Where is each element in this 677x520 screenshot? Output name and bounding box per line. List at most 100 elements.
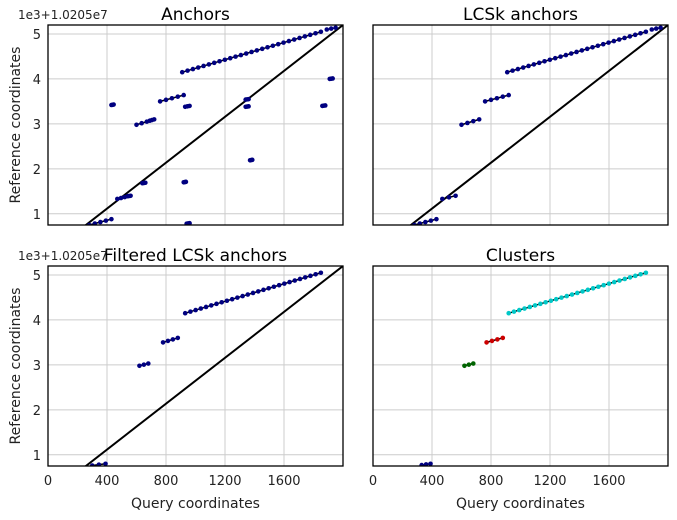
anchor-point (128, 193, 133, 199)
anchor-point (616, 37, 622, 42)
anchor-point (506, 92, 512, 98)
anchor-point (323, 103, 328, 108)
anchor-point (233, 54, 238, 59)
anchor-point (511, 309, 517, 314)
anchor-point (250, 290, 256, 296)
anchor-point (495, 337, 500, 342)
anchor-point (563, 52, 569, 58)
x-tick-label: 0 (44, 474, 52, 489)
anchor-point (476, 117, 482, 122)
anchor-point (141, 362, 147, 367)
anchor-point (423, 219, 428, 225)
segment-line (162, 337, 179, 344)
anchor-point (595, 43, 601, 49)
anchor-point (307, 32, 313, 38)
anchor-point (471, 118, 476, 124)
anchor-point (465, 120, 470, 126)
y-tick-label: 1 (33, 449, 41, 464)
anchor-point (175, 335, 181, 341)
anchor-point (617, 278, 622, 283)
anchor-point (538, 301, 543, 307)
anchor-point (195, 65, 201, 70)
anchor-point (569, 292, 575, 297)
anchor-point (227, 55, 233, 61)
anchor-point (585, 287, 591, 293)
anchor-point (543, 300, 548, 305)
anchor-point (235, 295, 240, 300)
anchor-point (532, 303, 538, 308)
anchor-point (536, 60, 542, 66)
anchor-point (187, 103, 192, 109)
x-tick-label: 1200 (208, 474, 241, 489)
anchor-point (531, 62, 537, 67)
anchor-point (484, 340, 489, 345)
anchor-point (292, 278, 298, 283)
anchor-point (584, 46, 590, 52)
x-tick-label: 400 (420, 474, 445, 489)
y-tick-label: 5 (33, 28, 41, 43)
anchor-point (109, 216, 114, 222)
x-axis-label: Query coordinates (131, 496, 260, 512)
anchor-point (103, 461, 108, 466)
anchor-point (249, 157, 255, 163)
anchor-point (175, 94, 181, 99)
anchor-point (188, 309, 193, 314)
anchor-point (187, 220, 192, 225)
anchor-point (302, 34, 308, 39)
anchor-point (548, 298, 554, 304)
anchor-point (118, 195, 124, 201)
panel-title: LCSk anchors (463, 5, 578, 25)
anchor-point (134, 122, 139, 128)
anchor-point (494, 95, 500, 101)
anchor-point (658, 25, 663, 30)
anchor-point (219, 300, 225, 305)
anchor-point (92, 221, 98, 225)
plot-area (409, 25, 668, 225)
anchor-point (632, 32, 638, 38)
anchor-point (275, 41, 281, 47)
y-tick-label: 3 (33, 359, 41, 374)
anchor-point (246, 96, 251, 102)
anchor-point (462, 363, 467, 369)
anchor-point (638, 271, 643, 277)
anchor-point (291, 37, 297, 42)
anchor-point (440, 196, 445, 202)
anchor-point (157, 99, 163, 104)
anchor-point (208, 303, 214, 308)
anchor-point (526, 63, 531, 69)
anchor-point (606, 40, 611, 45)
anchor-point (139, 120, 144, 126)
x-axis-label: Query coordinates (456, 496, 585, 512)
anchor-point (627, 34, 633, 39)
anchor-point (111, 102, 116, 107)
anchor-point (308, 273, 313, 279)
anchor-point (179, 69, 185, 75)
anchor-point (103, 218, 109, 223)
anchor-point (98, 219, 103, 225)
anchor-point (419, 462, 424, 466)
anchor-point (271, 284, 277, 290)
x-tick-label: 400 (95, 474, 120, 489)
anchor-point (506, 310, 512, 316)
diagonal-line (84, 25, 343, 225)
anchor-point (552, 55, 558, 61)
anchor-point (596, 284, 601, 290)
anchor-point (627, 275, 633, 280)
anchor-point (428, 461, 433, 466)
anchor-point (265, 44, 270, 50)
anchor-point (600, 41, 606, 47)
anchor-point (193, 307, 198, 313)
y-axis-label: Reference coordinates (8, 288, 24, 445)
anchor-point (428, 218, 434, 223)
anchor-point (246, 104, 251, 109)
anchor-point (254, 48, 260, 53)
panel-frame (372, 265, 669, 467)
anchor-point (527, 304, 533, 310)
y-axis-label: Reference coordinates (8, 47, 24, 204)
anchor-point (500, 94, 506, 99)
panel-1: Anchors 1 2 3 4 5 1e3+1.0205e7 Reference coordi… (8, 5, 344, 226)
anchor-point (203, 304, 209, 310)
panel-3: Filtered LCSk anchors 1 2 3 4 5 0 400 800 1200 160… (8, 246, 344, 512)
plot-area (84, 25, 343, 225)
